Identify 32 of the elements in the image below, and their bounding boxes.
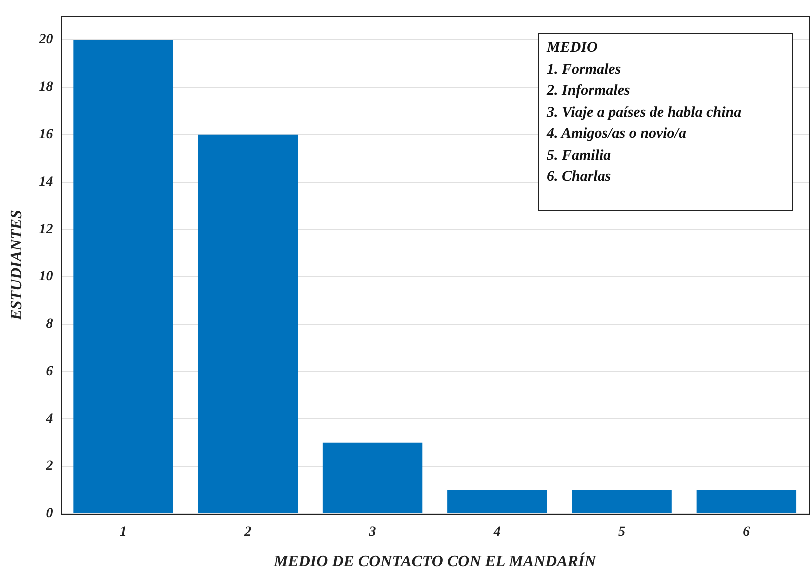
annotation: MEDIO: [547, 39, 599, 58]
y-tick-label: 16: [39, 127, 54, 142]
annotation: 5. Familia: [547, 146, 612, 166]
annotation: 3. Viaje a países de habla china: [547, 104, 743, 122]
bar: [322, 442, 423, 514]
y-tick-label: 18: [39, 80, 54, 96]
bar: [448, 490, 548, 514]
y-tick-label: 4: [45, 412, 54, 427]
x-axis-title: MEDIO DE CONTACTO CON EL MANDARÍN: [272, 552, 598, 571]
y-tick-label: 12: [39, 222, 54, 238]
y-tick-label: 20: [38, 32, 54, 48]
bar: [696, 490, 797, 514]
y-tick-label: 8: [46, 317, 54, 332]
bar: [198, 134, 298, 514]
y-tick-label: 10: [39, 270, 54, 285]
x-tick-label: 3: [368, 525, 376, 540]
x-tick-label: 6: [743, 525, 750, 540]
x-tick-label: 1: [120, 525, 128, 540]
annotation: 2. Informales: [547, 82, 632, 101]
y-tick-label: 6: [46, 364, 54, 380]
annotation: 1. Formales: [547, 60, 622, 80]
y-axis-title: ESTUDIANTES: [8, 210, 26, 322]
bar: [572, 490, 672, 514]
y-tick-label: 2: [45, 459, 54, 474]
bar: [74, 40, 174, 514]
x-tick-label: 5: [618, 525, 626, 540]
annotation: 4. Amigos/as o novio/a: [547, 125, 688, 144]
y-tick-label: 0: [46, 506, 54, 522]
annotation: 6. Charlas: [547, 168, 612, 187]
x-tick-label: 2: [244, 525, 252, 540]
x-tick-label: 4: [492, 525, 501, 540]
y-tick-label: 14: [39, 174, 54, 190]
